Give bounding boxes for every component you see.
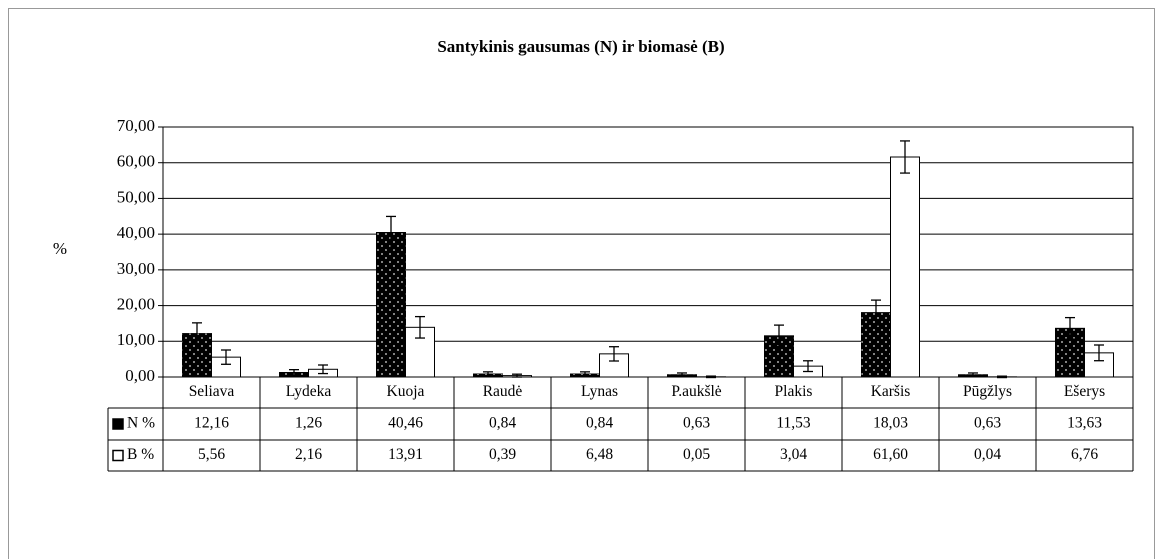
error-bar <box>221 349 231 365</box>
y-tick-label: 0,00 <box>125 366 155 385</box>
error-bar <box>289 368 299 377</box>
x-tick-label: Lynas <box>581 383 618 400</box>
error-bar <box>803 360 813 373</box>
table-cell: 1,26 <box>295 415 322 432</box>
legend-swatch <box>112 449 124 462</box>
table-cell: 13,63 <box>1067 415 1102 432</box>
error-bar <box>774 324 784 348</box>
table-cell: 12,16 <box>194 415 229 432</box>
table-cell: 0,84 <box>586 415 613 432</box>
error-bar <box>900 140 910 174</box>
legend-label: N % <box>127 415 155 432</box>
bar <box>890 156 920 378</box>
bar-pattern <box>376 232 406 377</box>
table-cell: 0,04 <box>974 446 1001 463</box>
y-tick-label: 30,00 <box>117 259 155 278</box>
legend-label: B % <box>127 446 154 463</box>
chart-border <box>8 8 1155 559</box>
x-tick-label: P.aukšlė <box>671 383 721 400</box>
error-bar <box>192 322 202 345</box>
table-cell: 18,03 <box>873 415 908 432</box>
error-bar <box>997 375 1007 379</box>
legend-swatch <box>112 418 124 430</box>
error-bar <box>677 372 687 378</box>
error-bar <box>512 373 522 378</box>
error-bar <box>580 371 590 377</box>
error-bar <box>386 215 396 250</box>
error-bar <box>871 299 881 326</box>
x-tick-label: Kuoja <box>387 383 425 400</box>
y-axis-label: % <box>53 239 67 258</box>
error-bar <box>968 372 978 378</box>
table-cell: 40,46 <box>388 415 423 432</box>
table-cell: 0,05 <box>683 446 710 463</box>
table-cell: 0,63 <box>683 415 710 432</box>
x-tick-label: Ešerys <box>1064 383 1105 400</box>
table-cell: 13,91 <box>388 446 423 463</box>
table-cell: 11,53 <box>776 415 811 432</box>
table-cell: 6,48 <box>586 446 613 463</box>
x-tick-label: Plakis <box>775 383 813 400</box>
x-tick-label: Seliava <box>189 383 235 400</box>
y-tick-label: 40,00 <box>117 223 155 242</box>
x-tick-label: Pūgžlys <box>963 383 1012 400</box>
table-cell: 2,16 <box>295 446 322 463</box>
error-bar <box>483 371 493 377</box>
y-tick-label: 70,00 <box>117 116 155 135</box>
error-bar <box>706 375 716 379</box>
y-tick-label: 50,00 <box>117 187 155 206</box>
x-tick-label: Raudė <box>483 383 523 400</box>
x-tick-label: Karšis <box>871 383 911 400</box>
error-bar <box>415 315 425 339</box>
table-cell: 61,60 <box>873 446 908 463</box>
table-cell: 6,76 <box>1071 446 1098 463</box>
y-tick-label: 20,00 <box>117 294 155 313</box>
chart-title: Santykinis gausumas (N) ir biomasė (B) <box>437 37 724 56</box>
error-bar <box>318 364 328 375</box>
error-bar <box>1094 344 1104 362</box>
y-tick-label: 60,00 <box>117 152 155 171</box>
x-tick-label: Lydeka <box>286 383 332 400</box>
table-cell: 0,39 <box>489 446 516 463</box>
table-cell: 0,84 <box>489 415 516 432</box>
error-bar <box>609 346 619 362</box>
y-tick-label: 10,00 <box>117 330 155 349</box>
table-cell: 5,56 <box>198 446 225 463</box>
error-bar <box>1065 316 1075 340</box>
table-cell: 0,63 <box>974 415 1001 432</box>
table-cell: 3,04 <box>780 446 807 463</box>
